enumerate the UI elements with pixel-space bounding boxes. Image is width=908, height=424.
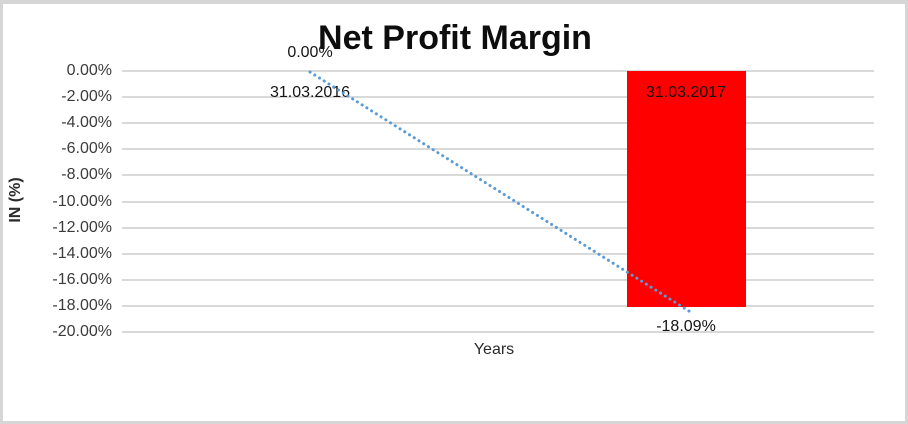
category-label: 31.03.2016 <box>269 84 351 101</box>
bar <box>626 71 746 308</box>
gridline <box>122 304 874 307</box>
gridline <box>122 148 874 151</box>
y-tick-label: -8.00% <box>61 166 112 184</box>
y-tick-label: -2.00% <box>61 88 112 106</box>
trendline-svg <box>308 70 691 313</box>
gridline <box>122 200 874 203</box>
gridline <box>122 278 874 281</box>
gridline <box>122 174 874 177</box>
x-axis-title: Years <box>473 341 515 358</box>
gridline <box>122 331 874 333</box>
y-tick-label: -20.00% <box>52 323 112 340</box>
gridline <box>122 122 874 125</box>
category-label: 31.03.2017 <box>645 84 727 101</box>
gridline <box>122 226 874 229</box>
y-tick-label: 0.00% <box>66 62 112 79</box>
y-tick-label: -16.00% <box>52 270 112 288</box>
y-tick-label: -18.00% <box>52 296 112 314</box>
y-tick-label: -4.00% <box>61 114 112 132</box>
gridline <box>122 252 874 255</box>
value-label: -18.09% <box>656 318 716 336</box>
gridline <box>122 96 874 99</box>
gridline <box>122 70 874 72</box>
y-tick-label: -14.00% <box>52 244 112 262</box>
y-tick-label: -12.00% <box>52 218 112 236</box>
y-tick-label: -10.00% <box>52 192 112 210</box>
y-tick-label: -6.00% <box>61 140 112 158</box>
chart-title: Net Profit Margin <box>318 19 592 57</box>
value-label: 0.00% <box>287 44 333 61</box>
